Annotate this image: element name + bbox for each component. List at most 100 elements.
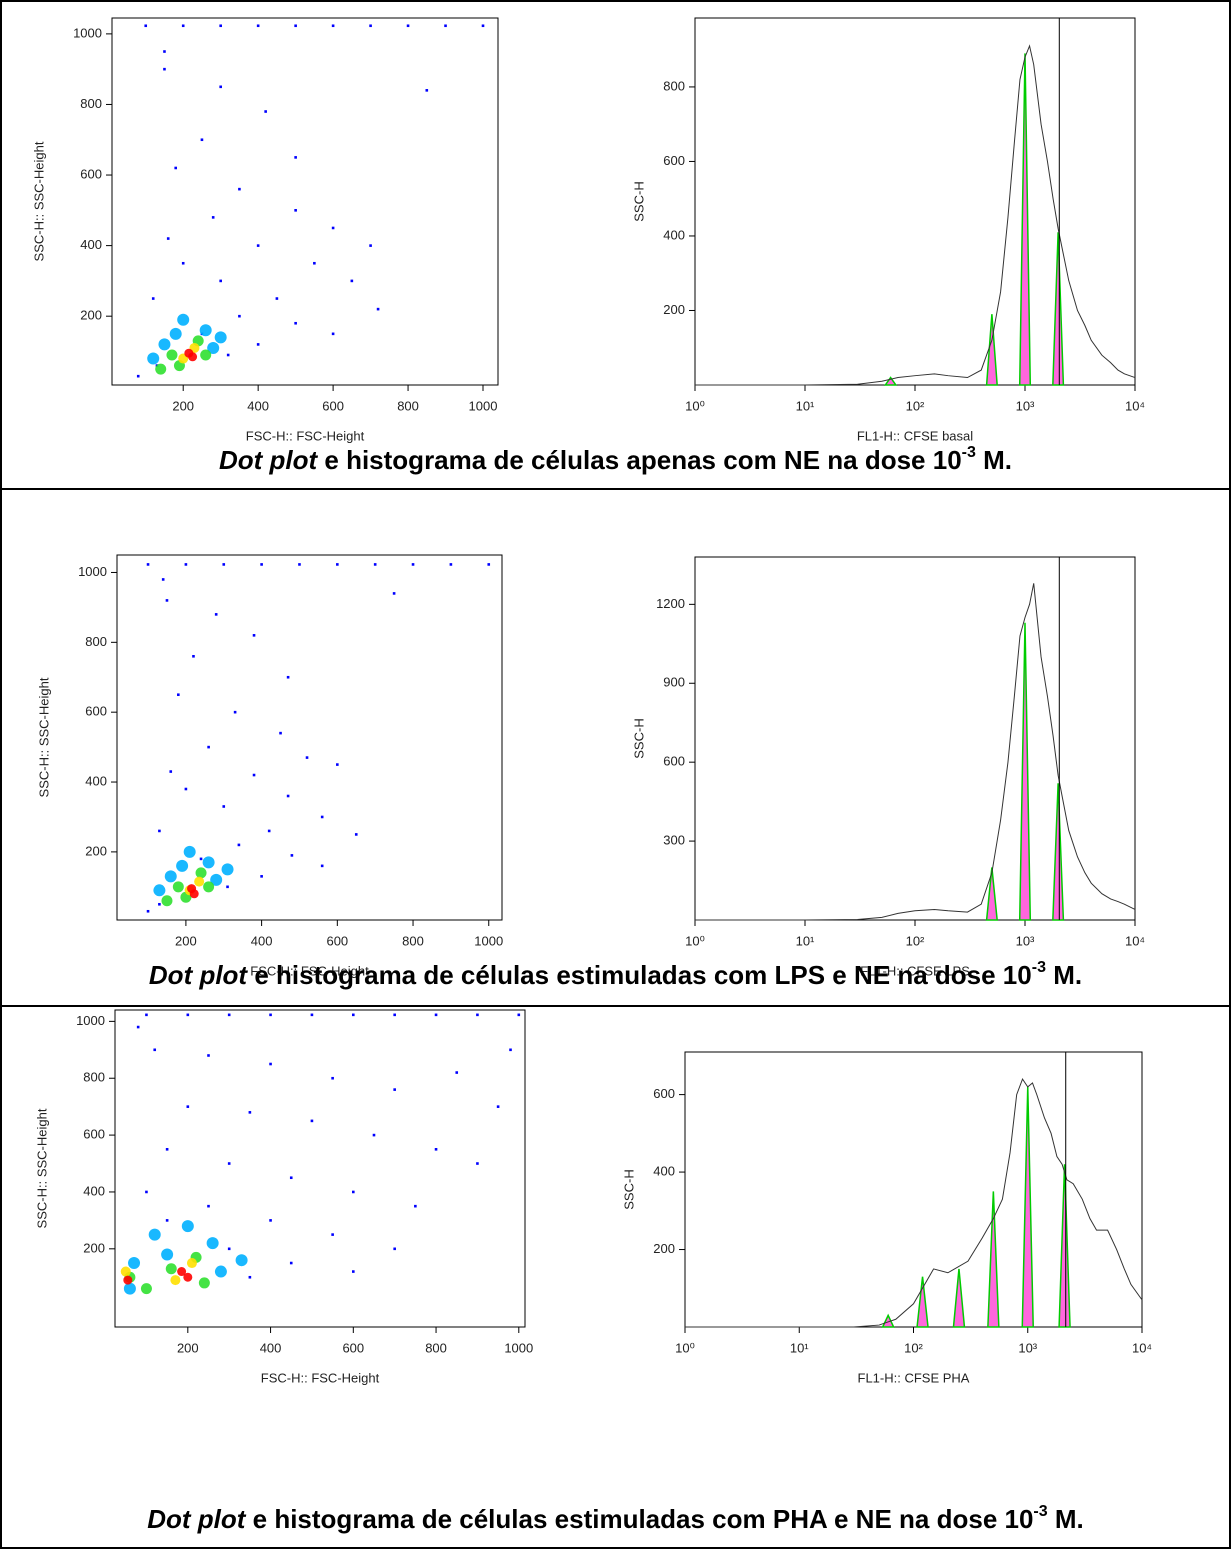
dot [199,324,212,337]
dot [310,1013,314,1017]
y-axis-label: SSC-H:: SSC-Height [34,1108,49,1228]
caption: Dot plot e histograma de células estimul… [0,1504,1231,1535]
histogram-line [695,583,1136,921]
y-tick-label: 400 [85,773,107,788]
x-axis-label: FL1-H:: CFSE basal [857,428,973,443]
dot [186,1105,190,1108]
peak [952,1268,966,1328]
dot [136,374,140,378]
dot [222,563,226,566]
caption-tail: M. [1047,1504,1084,1534]
y-tick-label: 200 [663,302,685,317]
dot [184,787,188,791]
dot [369,24,372,28]
peak [1021,1086,1034,1328]
dot [221,863,234,876]
dot [192,654,195,658]
dot [214,613,218,616]
y-tick-label: 800 [80,96,102,111]
dot [393,1013,396,1017]
x-tick-label: 10⁴ [1125,933,1145,948]
dot [235,1254,248,1267]
x-tick-label: 10¹ [796,933,815,948]
dot [123,1282,136,1295]
y-tick-label: 400 [653,1164,675,1179]
dot [219,279,222,283]
caption-text: e histograma de células estimuladas com … [247,960,1032,990]
x-tick-label: 200 [177,1340,199,1355]
y-tick-label: 1000 [78,564,107,579]
dot [199,857,203,861]
plot-frame [694,17,1136,386]
dot [189,889,199,899]
x-tick-label: 400 [247,398,269,413]
x-tick-label: 10⁰ [685,398,705,413]
dot [226,353,230,357]
plot-frame [111,17,499,386]
y-tick-label: 1000 [76,1013,105,1028]
y-tick-label: 800 [85,634,107,649]
dot [158,338,171,351]
dot [153,884,166,897]
y-tick-label: 200 [80,308,102,323]
dot [238,314,241,318]
peak [1058,1164,1071,1328]
histogram-line [685,1078,1143,1328]
y-tick-label: 200 [85,843,107,858]
y-tick-label: 800 [83,1070,105,1085]
x-tick-label: 10² [904,1340,923,1355]
y-axis-label: SSC-H [631,718,646,758]
dot [517,1013,521,1017]
dot [509,1048,512,1052]
dot [425,89,429,92]
dot [487,563,491,566]
plot-frame [684,1051,1143,1328]
dot [166,349,178,361]
y-axis-label: SSC-H:: SSC-Height [36,677,51,797]
dot [290,854,294,857]
dot [444,24,447,28]
peak [1018,53,1032,386]
dot [227,1247,231,1251]
dot [256,343,260,346]
dot [145,1190,148,1194]
dot [165,599,169,602]
x-tick-label: 10³ [1018,1340,1037,1355]
dot [184,563,188,566]
y-tick-label: 400 [80,237,102,252]
x-tick-label: 10⁰ [675,1340,695,1355]
dot [165,1219,169,1222]
dot [227,1162,231,1165]
peak [985,314,998,386]
dot [331,24,335,28]
dot [161,895,173,907]
dot [194,876,205,887]
dot [222,805,226,808]
x-tick-label: 10² [906,933,925,948]
x-tick-label: 800 [397,398,419,413]
caption-emph: Dot plot [218,445,318,475]
dot [186,1013,190,1017]
dot [434,1013,438,1017]
peak [1052,232,1065,386]
dot [128,1257,141,1270]
plot-frame [116,554,503,921]
dot [336,763,339,766]
dot [275,297,279,300]
caption-text: e histograma de células estimuladas com … [245,1504,1034,1534]
dot [267,829,271,833]
dot [392,592,396,595]
dot [294,321,297,325]
peak [1018,622,1032,921]
x-tick-label: 1000 [504,1340,533,1355]
y-tick-label: 800 [663,78,685,93]
x-tick-label: 10¹ [796,398,815,413]
caption-tail: M. [1045,960,1083,990]
dot [170,1275,181,1286]
y-tick-label: 400 [83,1183,105,1198]
dot [226,885,229,889]
y-axis-label: SSC-H:: SSC-Height [31,141,46,261]
dot [183,1272,193,1282]
plot-frame [694,556,1136,921]
